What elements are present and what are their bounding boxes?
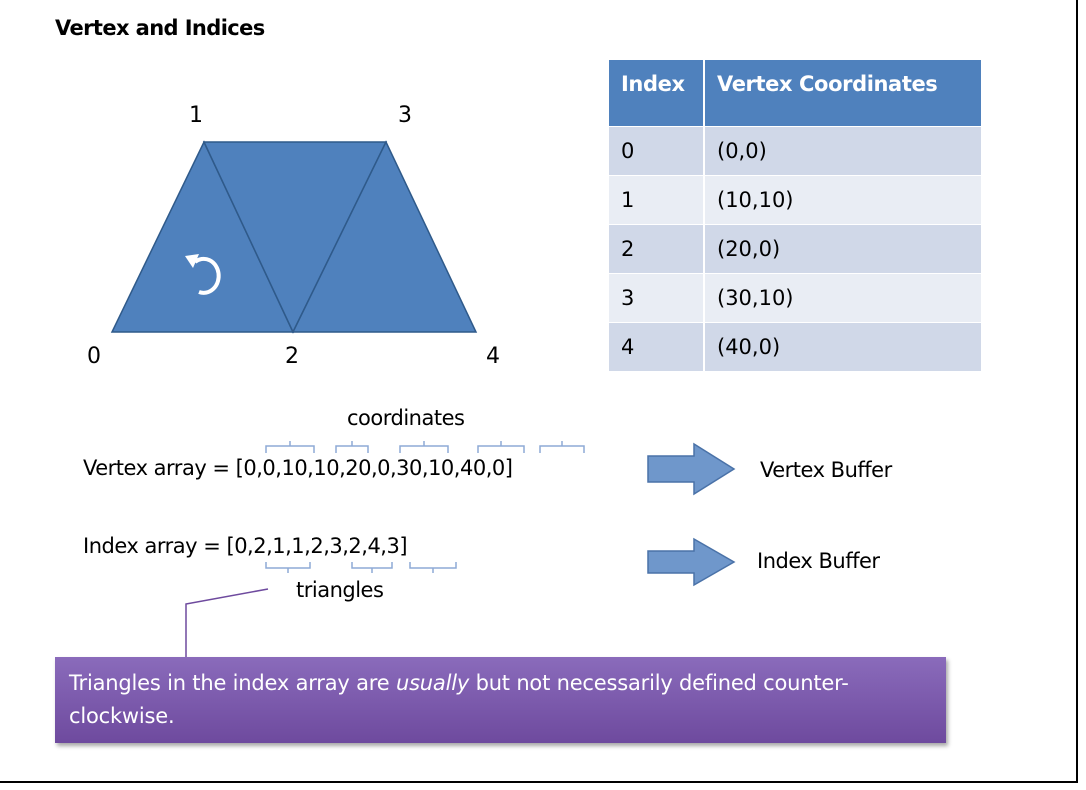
table-cell-index: 3 — [609, 272, 705, 322]
vertex-label-0: 0 — [87, 344, 101, 369]
index-buffer-label: Index Buffer — [757, 549, 880, 573]
callout-pointer — [185, 588, 269, 657]
vertex-label-2: 2 — [285, 344, 299, 369]
column-header-coordinates: Vertex Coordinates — [704, 60, 981, 126]
vertex-buffer-label: Vertex Buffer — [760, 458, 892, 482]
table-cell-index: 4 — [609, 321, 705, 371]
right-arrow-icon — [647, 442, 736, 496]
table-header-row: Index Vertex Coordinates — [609, 60, 981, 126]
vertex-label-3: 3 — [398, 103, 412, 128]
table-cell-index: 0 — [609, 125, 705, 175]
coordinate-braces — [265, 441, 585, 453]
right-arrow-icon — [647, 537, 736, 587]
vertex-label-4: 4 — [486, 344, 500, 369]
table-cell-coordinates: (10,10) — [704, 174, 981, 224]
vertex-table: Index Vertex Coordinates 0 (0,0) 1 (10,1… — [609, 60, 981, 371]
vertex-label-1: 1 — [189, 103, 203, 128]
table-cell-coordinates: (30,10) — [704, 272, 981, 322]
callout-text-before: Triangles in the index array are — [69, 671, 396, 695]
table-row: 1 (10,10) — [609, 174, 981, 224]
index-array-text: Index array = [0,2,1,1,2,3,2,4,3] — [83, 534, 408, 558]
table-row: 3 (30,10) — [609, 272, 981, 322]
table-row: 0 (0,0) — [609, 125, 981, 175]
callout-note: Triangles in the index array are usually… — [55, 657, 946, 743]
slide-title: Vertex and Indices — [55, 16, 265, 40]
table-cell-coordinates: (40,0) — [704, 321, 981, 371]
column-header-index: Index — [609, 60, 705, 126]
table-cell-index: 1 — [609, 174, 705, 224]
table-cell-coordinates: (20,0) — [704, 223, 981, 273]
table-cell-index: 2 — [609, 223, 705, 273]
callout-text-after: but not necessarily defined counter-cloc… — [69, 671, 849, 728]
callout-emphasis: usually — [395, 671, 470, 695]
counter-clockwise-arrow-icon — [185, 254, 221, 295]
trapezoid-diagram — [110, 140, 736, 657]
table-row: 2 (20,0) — [609, 223, 981, 273]
triangle-braces — [265, 562, 457, 573]
table-row: 4 (40,0) — [609, 321, 981, 371]
coordinates-label: coordinates — [347, 406, 465, 430]
table-cell-coordinates: (0,0) — [704, 125, 981, 175]
vertex-array-text: Vertex array = [0,0,10,10,20,0,30,10,40,… — [83, 456, 513, 480]
triangles-label: triangles — [296, 578, 384, 602]
triangle-2-4-3 — [291, 140, 478, 333]
